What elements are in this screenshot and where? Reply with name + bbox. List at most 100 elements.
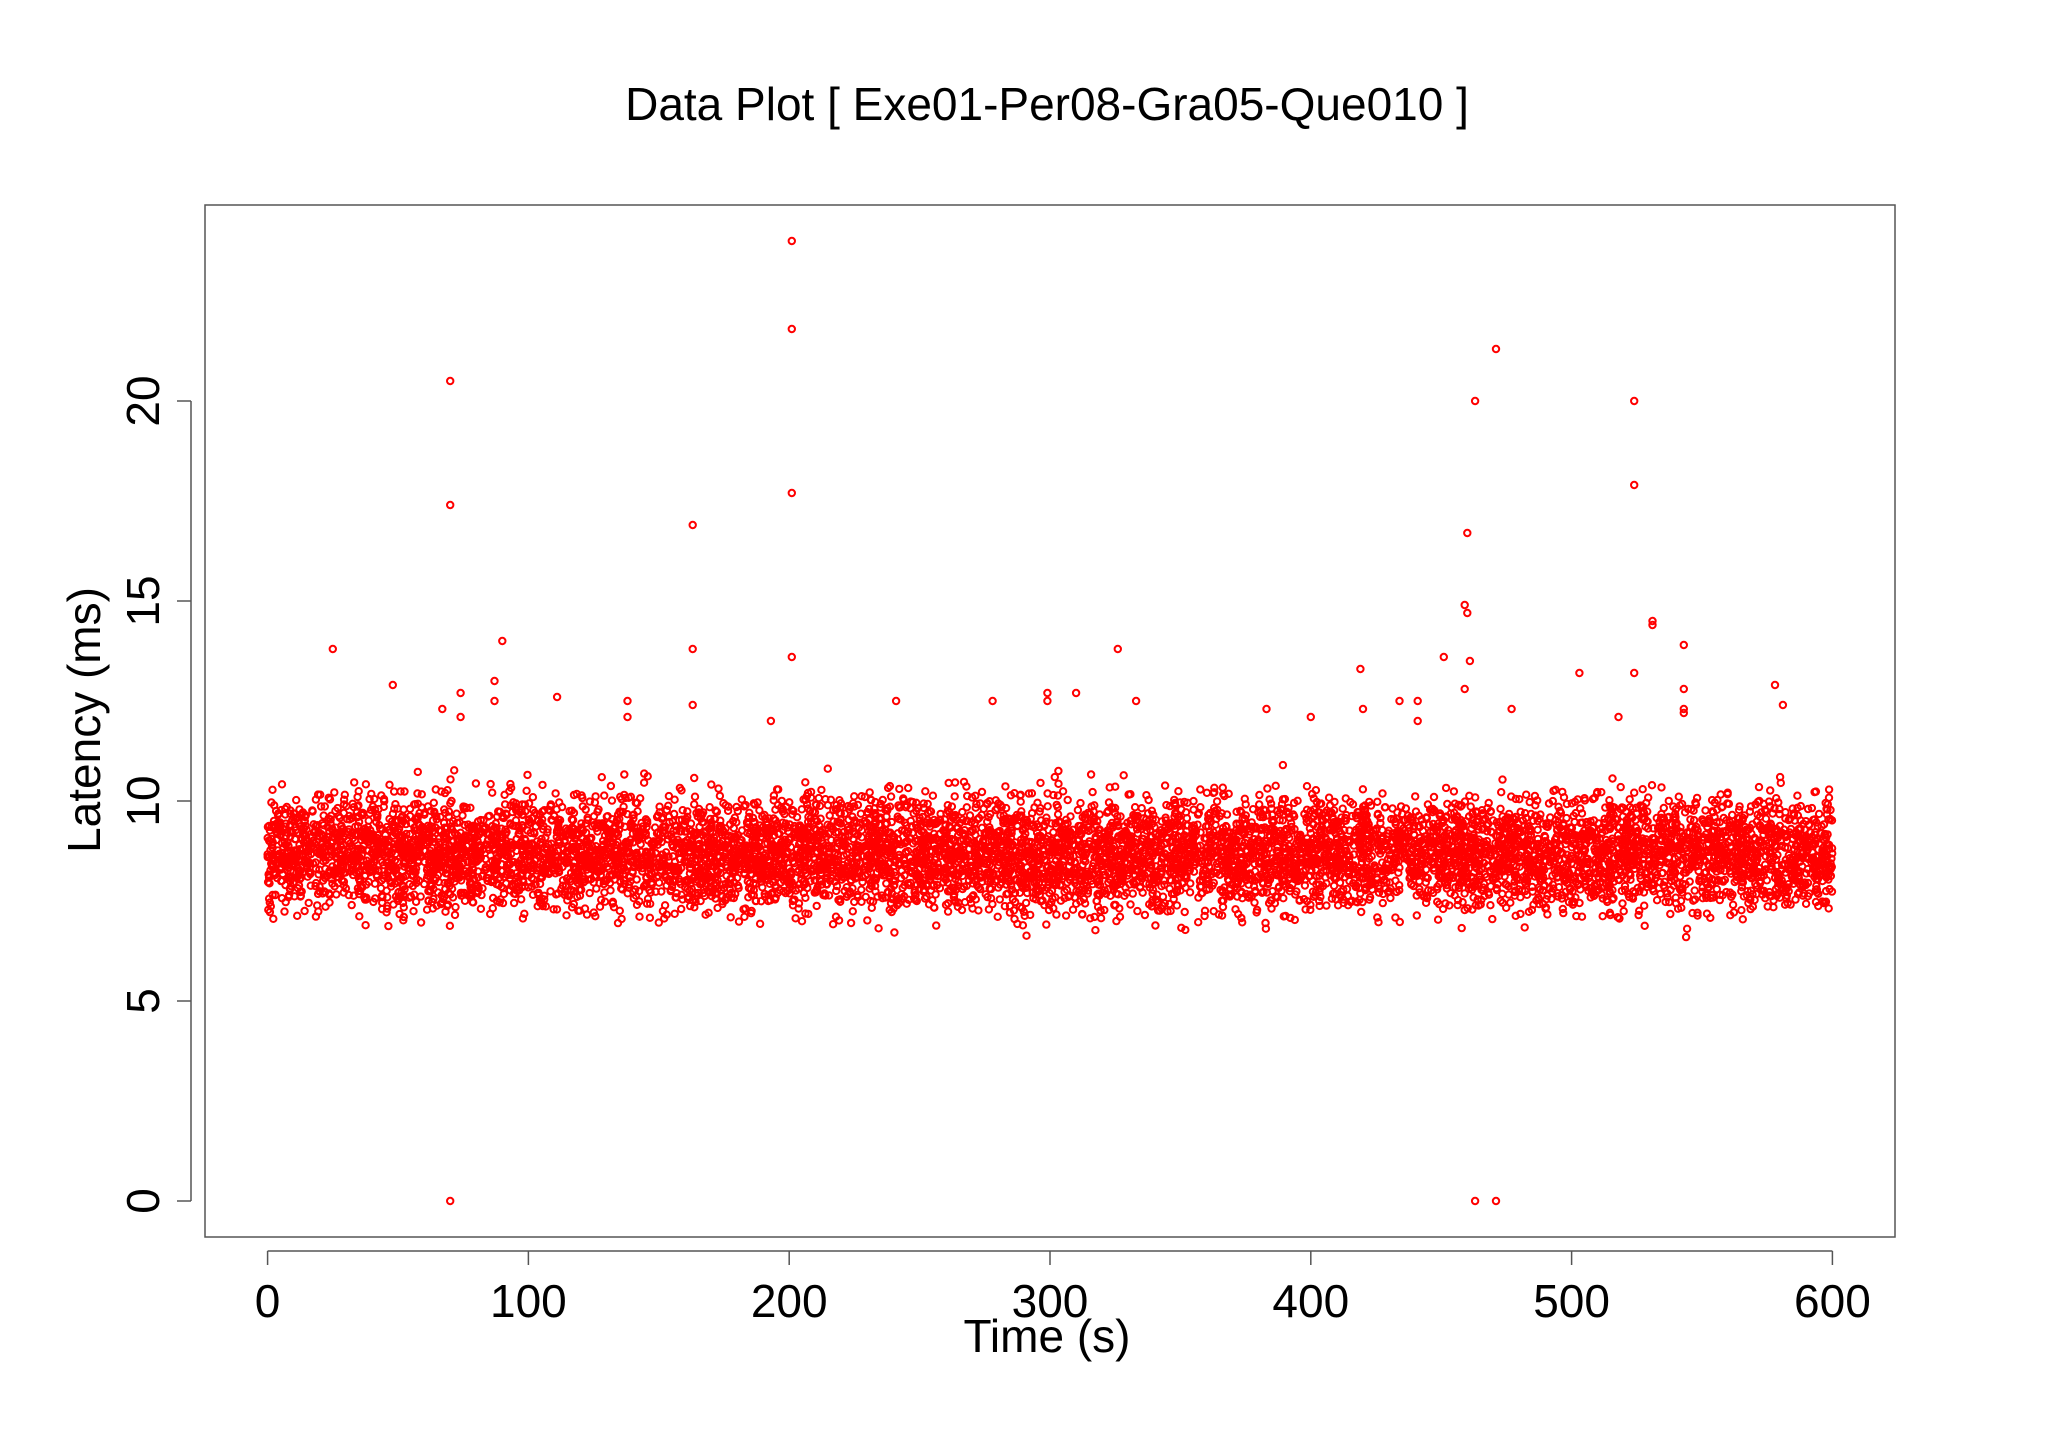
data-point	[1075, 807, 1081, 813]
data-point	[864, 917, 870, 923]
data-point	[945, 908, 951, 914]
data-point	[630, 869, 636, 875]
data-point	[1204, 790, 1210, 796]
data-point	[495, 808, 501, 814]
data-point	[802, 895, 808, 901]
data-point	[1060, 788, 1066, 794]
data-point	[1127, 901, 1133, 907]
data-point	[1250, 806, 1256, 812]
data-point	[470, 871, 476, 877]
data-point	[578, 887, 584, 893]
data-point	[1055, 781, 1061, 787]
data-point	[307, 870, 313, 876]
data-point	[611, 876, 617, 882]
data-point	[552, 790, 558, 796]
data-point	[279, 781, 285, 787]
data-point	[702, 828, 708, 834]
data-point	[684, 877, 690, 883]
data-point	[379, 892, 385, 898]
data-point	[354, 809, 360, 815]
data-point	[1340, 806, 1346, 812]
data-point	[418, 893, 424, 899]
data-point	[580, 803, 586, 809]
data-point	[664, 807, 670, 813]
data-point	[662, 902, 668, 908]
data-point	[489, 827, 495, 833]
data-point	[708, 781, 714, 787]
data-point	[282, 811, 288, 817]
y-tick-label: 20	[117, 375, 169, 426]
data-point	[707, 804, 713, 810]
data-point	[485, 837, 491, 843]
data-point	[952, 779, 958, 785]
data-point	[451, 767, 457, 773]
data-point	[619, 886, 625, 892]
data-point	[596, 880, 602, 886]
x-tick-label: 600	[1794, 1275, 1871, 1327]
data-point	[617, 908, 623, 914]
data-point	[513, 817, 519, 823]
data-point	[666, 793, 672, 799]
data-point	[396, 911, 402, 917]
data-point	[272, 870, 278, 876]
data-point	[643, 875, 649, 881]
data-point	[922, 788, 928, 794]
data-point	[1412, 793, 1418, 799]
y-tick-label: 0	[117, 1188, 169, 1214]
data-point	[539, 782, 545, 788]
data-point	[1037, 780, 1043, 786]
data-point	[1087, 915, 1093, 921]
data-point	[775, 786, 781, 792]
data-point	[294, 913, 300, 919]
data-point	[419, 854, 425, 860]
data-point	[678, 892, 684, 898]
data-point	[1065, 797, 1071, 803]
data-point	[1323, 902, 1329, 908]
data-point	[292, 836, 298, 842]
data-point	[591, 813, 597, 819]
data-points	[264, 238, 1835, 1204]
data-point	[400, 806, 406, 812]
data-point	[715, 785, 721, 791]
data-point	[830, 921, 836, 927]
data-point	[306, 900, 312, 906]
data-point	[269, 787, 275, 793]
data-point	[386, 782, 392, 788]
data-point	[317, 792, 323, 798]
data-point	[333, 891, 339, 897]
data-point	[1044, 790, 1050, 796]
data-point	[1258, 832, 1264, 838]
data-point	[1451, 788, 1457, 794]
data-point	[518, 896, 524, 902]
data-point	[772, 807, 778, 813]
data-point	[371, 796, 377, 802]
data-point	[678, 906, 684, 912]
data-point	[452, 912, 458, 918]
data-point	[677, 856, 683, 862]
data-point	[478, 906, 484, 912]
data-point	[511, 900, 517, 906]
data-point	[473, 780, 479, 786]
plot-frame	[205, 205, 1895, 1237]
data-point	[523, 788, 529, 794]
data-point	[680, 807, 686, 813]
data-point	[1077, 800, 1083, 806]
data-point	[933, 922, 939, 928]
data-point	[356, 913, 362, 919]
data-point	[854, 892, 860, 898]
data-point	[1313, 787, 1319, 793]
data-point	[362, 922, 368, 928]
data-point	[1280, 762, 1286, 768]
data-point	[490, 895, 496, 901]
data-point	[418, 919, 424, 925]
data-point	[605, 813, 611, 819]
data-point	[582, 905, 588, 911]
data-point	[265, 879, 271, 885]
data-point	[1311, 894, 1317, 900]
data-point	[326, 892, 332, 898]
data-point	[1142, 912, 1148, 918]
data-point	[501, 792, 507, 798]
